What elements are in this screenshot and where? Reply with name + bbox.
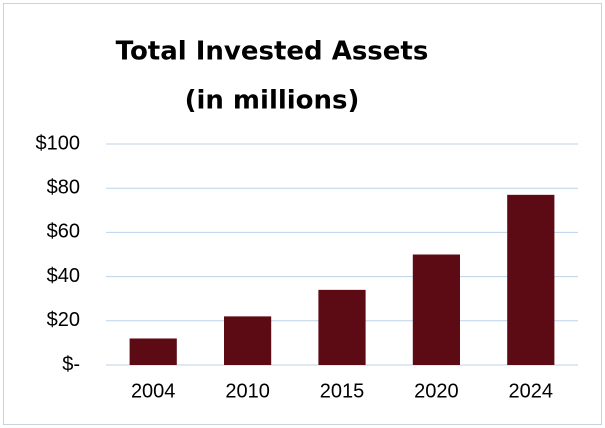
- x-tick-label: 2004: [131, 380, 176, 402]
- chart-title: Total Invested Assets: [116, 37, 429, 67]
- y-tick-label: $100: [36, 132, 81, 154]
- chart-border: [3, 3, 602, 425]
- y-tick-label: $-: [62, 353, 80, 375]
- bar: [129, 338, 177, 365]
- bar: [412, 254, 460, 365]
- bar: [507, 194, 555, 365]
- x-tick-label: 2024: [509, 380, 554, 402]
- y-tick-label: $40: [47, 265, 80, 287]
- y-tick-label: $20: [47, 309, 80, 331]
- bar: [318, 289, 366, 365]
- chart-subtitle: (in millions): [185, 86, 360, 116]
- x-tick-label: 2010: [225, 380, 270, 402]
- x-tick-label: 2020: [414, 380, 459, 402]
- bar: [224, 316, 272, 365]
- x-tick-label: 2015: [320, 380, 365, 402]
- y-tick-label: $60: [47, 221, 80, 243]
- y-tick-label: $80: [47, 176, 80, 198]
